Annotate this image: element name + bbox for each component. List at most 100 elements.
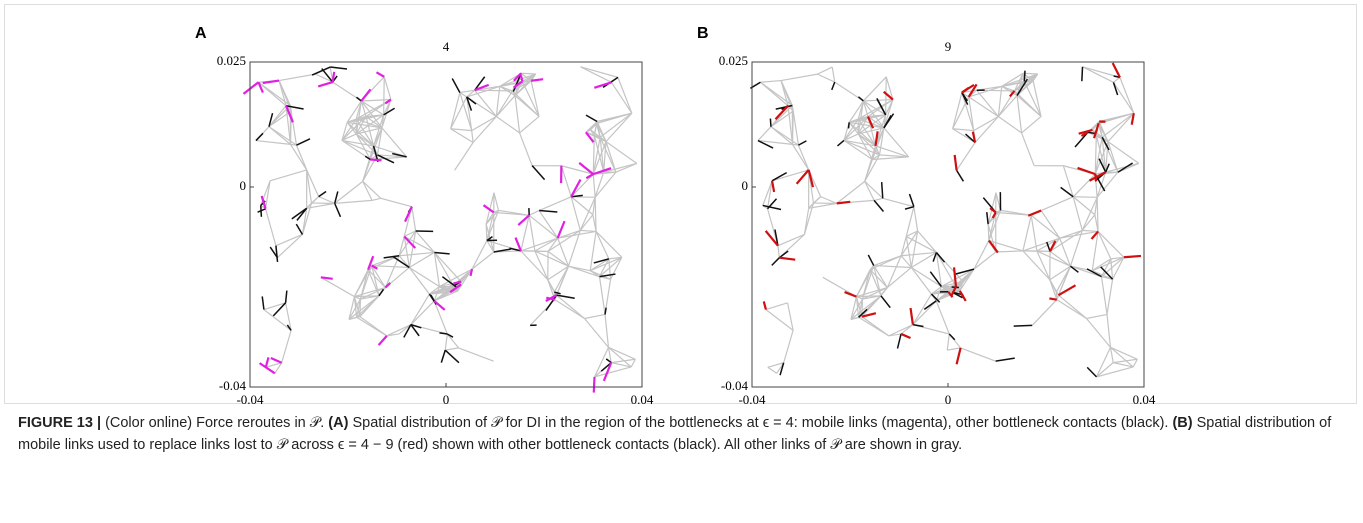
bottleneck-link [291,207,308,220]
network-link [1030,215,1038,252]
network-link [968,96,999,117]
bottleneck-link [486,236,493,242]
network-link [1055,265,1071,293]
bottleneck-link [493,248,511,253]
mobile-link [585,173,594,180]
mobile-link [578,162,594,175]
network-link [935,252,957,287]
bottleneck-link [995,357,1015,362]
bottleneck-link [439,332,448,335]
y-tick-label: -0.04 [219,378,247,393]
network-link [1036,250,1051,280]
network-link [592,174,596,198]
network-link [808,202,837,209]
bottleneck-link [585,114,598,123]
bottleneck-link [1101,136,1110,151]
network-link [450,96,468,130]
network-link [398,236,405,256]
mobile-link [377,335,388,346]
network-link [935,300,950,335]
network-link [346,121,357,135]
network-link [589,270,600,278]
network-link [905,236,912,268]
network-link [777,233,805,247]
mobile-link [1077,166,1096,176]
network-link [1049,265,1071,281]
network-link [408,267,430,295]
network-link [258,81,287,107]
network-link [766,180,773,209]
network-link [862,295,882,300]
network-link [995,250,1023,253]
x-tick-label: -0.04 [738,392,766,407]
network-link [403,236,410,268]
network-link [320,276,355,298]
network-link [570,196,594,216]
bottleneck-link [318,190,327,198]
network-link [873,197,883,201]
x-tick-label: 0.04 [1133,392,1156,407]
network-link [1095,135,1107,173]
bottleneck-link [762,204,782,211]
network-link [850,298,863,320]
caption-b-text: Spatial distribution of mobile links use… [18,415,1332,453]
network-link [912,293,932,325]
mobile-link [1123,254,1142,259]
network-link [1097,231,1125,258]
panel-label: A [195,25,207,42]
mobile-link [770,180,776,193]
network-link [988,210,1002,241]
mobile-link [807,169,815,188]
bottleneck-link [334,203,342,218]
network-link [269,169,307,182]
network-link [917,230,937,253]
network-link [1072,196,1083,231]
network-link [519,132,533,166]
mobile-link [836,200,851,205]
network-link [355,133,371,160]
network-link [474,89,497,117]
network-link [780,80,793,106]
network-link [466,89,476,98]
network-link [458,347,494,362]
network-link [1101,112,1135,138]
network-link [862,76,887,102]
caption-a-label: (A) [328,415,349,431]
network-link [355,133,378,156]
network-link [1106,279,1114,315]
bottleneck-link [474,76,486,91]
bottleneck-link [604,307,607,315]
network-link [1098,123,1103,138]
network-link [383,99,392,116]
network-link [856,296,863,300]
mobile-link [1111,62,1121,78]
mobile-link [988,239,999,254]
x-tick-label: 0.04 [631,392,654,407]
network-link [362,181,373,201]
mobile-link [958,290,965,297]
network-link [568,265,600,278]
bottleneck-link [330,66,348,70]
network-link [275,233,303,247]
network-link [869,269,888,288]
mobile-link [900,332,911,340]
network-link [568,265,591,272]
network-link [611,358,636,364]
network-link [348,298,361,320]
y-tick-label: 0 [240,178,247,193]
network-link [1112,82,1135,114]
network-link [910,230,919,268]
network-link [1016,95,1042,117]
mobile-link [514,237,522,252]
network-link [998,115,1022,134]
network-link [1082,229,1099,233]
bottleneck-link [531,165,546,181]
network-link [757,126,772,141]
network-link [495,90,513,117]
bottleneck-link [1081,66,1084,82]
mobile-link [1093,122,1100,139]
mobile-link [991,211,997,219]
network-link [1096,366,1134,378]
network-link [912,300,937,326]
network-link [792,110,800,146]
